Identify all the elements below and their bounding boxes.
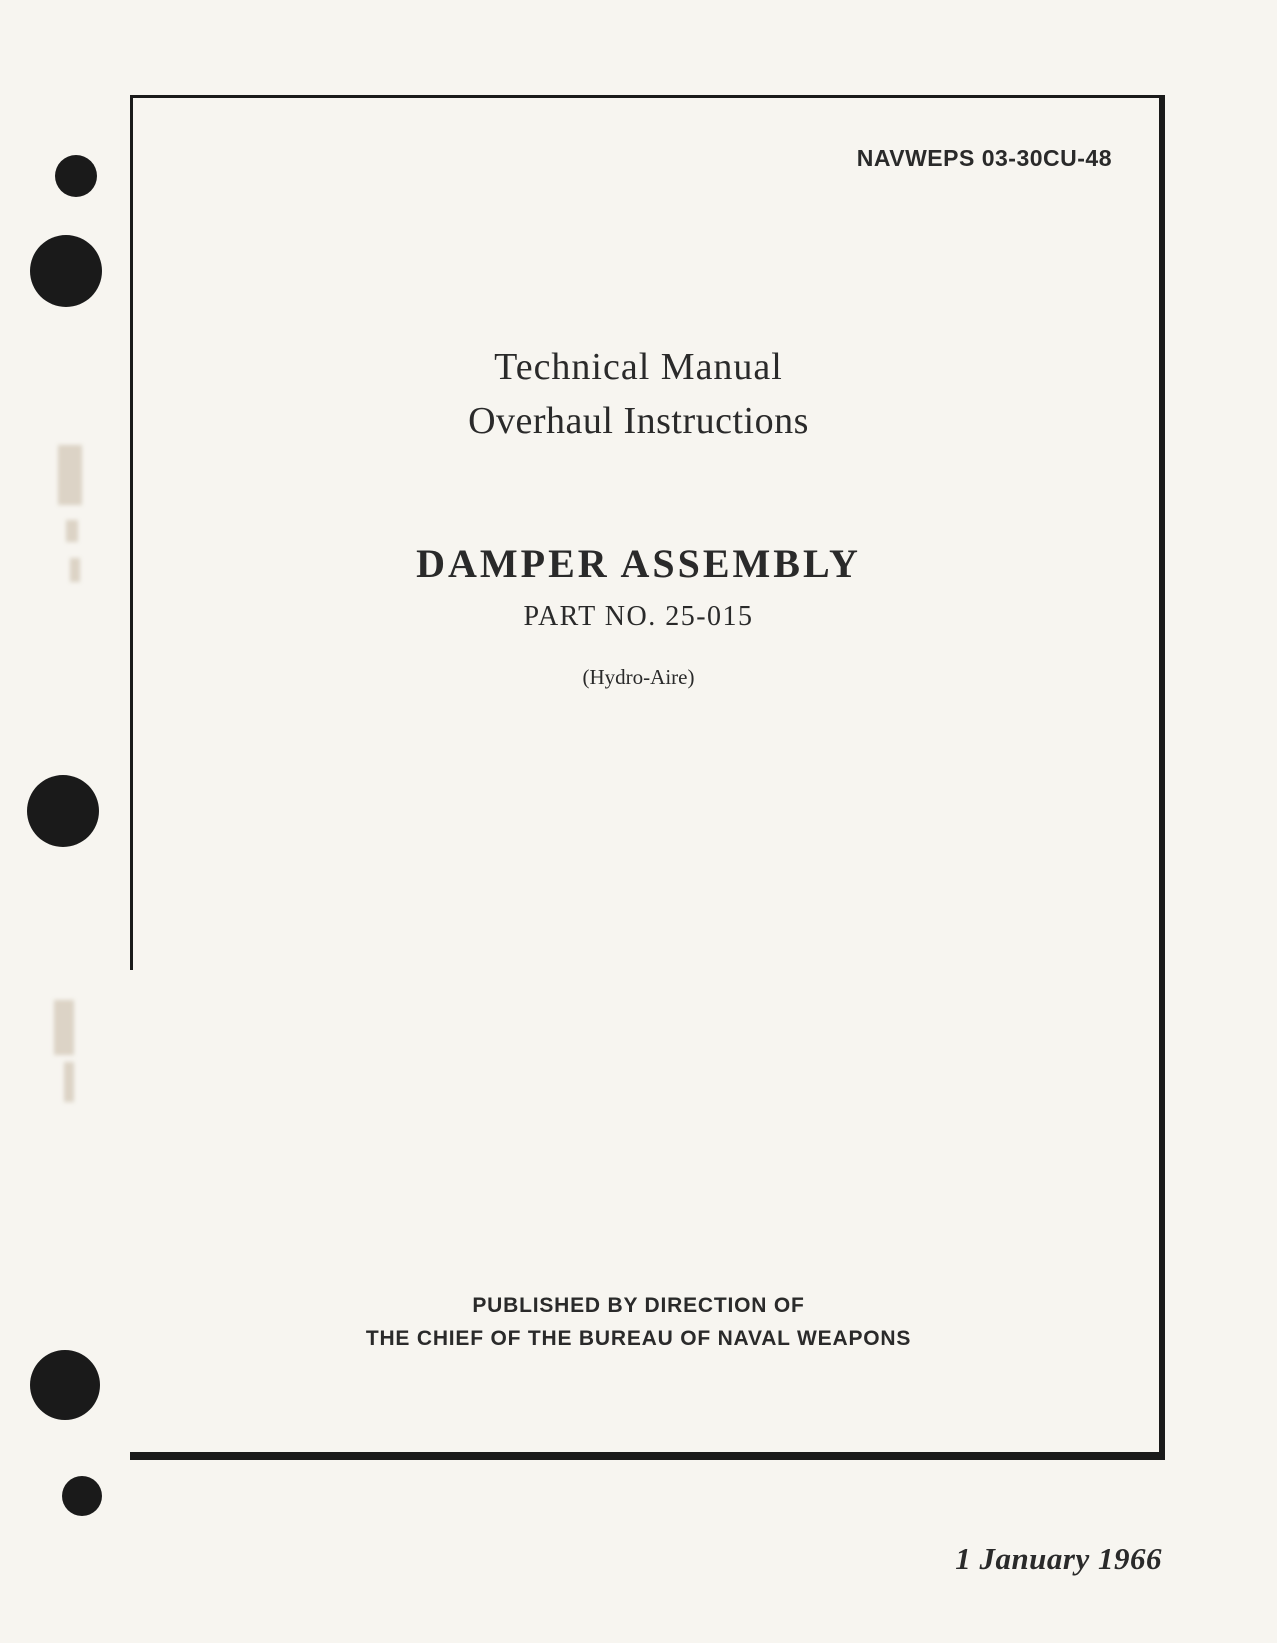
document-id: NAVWEPS 03-30CU-48 bbox=[857, 145, 1112, 172]
manufacturer: (Hydro-Aire) bbox=[0, 665, 1277, 690]
frame-top-rule bbox=[130, 95, 1165, 98]
frame-bottom-rule bbox=[130, 1452, 1165, 1460]
frame-left-rule bbox=[130, 95, 133, 970]
frame-right-rule bbox=[1159, 95, 1165, 1460]
edge-stain bbox=[58, 445, 82, 505]
subject: DAMPER ASSEMBLY bbox=[0, 540, 1277, 587]
edge-stain bbox=[54, 1000, 74, 1055]
publisher-line-2: THE CHIEF OF THE BUREAU OF NAVAL WEAPONS bbox=[0, 1323, 1277, 1356]
edge-stain bbox=[64, 1062, 74, 1102]
title-line-1: Technical Manual bbox=[0, 345, 1277, 389]
title-block: Technical Manual Overhaul Instructions bbox=[0, 345, 1277, 443]
subject-block: DAMPER ASSEMBLY PART NO. 25-015 (Hydro-A… bbox=[0, 540, 1277, 690]
edge-stain bbox=[70, 558, 80, 582]
publication-date: 1 January 1966 bbox=[955, 1541, 1162, 1577]
title-line-2: Overhaul Instructions bbox=[0, 399, 1277, 443]
punch-hole bbox=[55, 155, 97, 197]
publisher-line-1: PUBLISHED BY DIRECTION OF bbox=[0, 1290, 1277, 1323]
scanned-page: NAVWEPS 03-30CU-48 Technical Manual Over… bbox=[0, 0, 1277, 1643]
publisher-block: PUBLISHED BY DIRECTION OF THE CHIEF OF T… bbox=[0, 1290, 1277, 1355]
punch-hole bbox=[27, 775, 99, 847]
edge-stain bbox=[66, 520, 78, 542]
punch-hole bbox=[62, 1476, 102, 1516]
border-frame bbox=[130, 95, 1165, 1460]
punch-hole bbox=[30, 1350, 100, 1420]
part-number: PART NO. 25-015 bbox=[0, 601, 1277, 633]
punch-hole bbox=[30, 235, 102, 307]
